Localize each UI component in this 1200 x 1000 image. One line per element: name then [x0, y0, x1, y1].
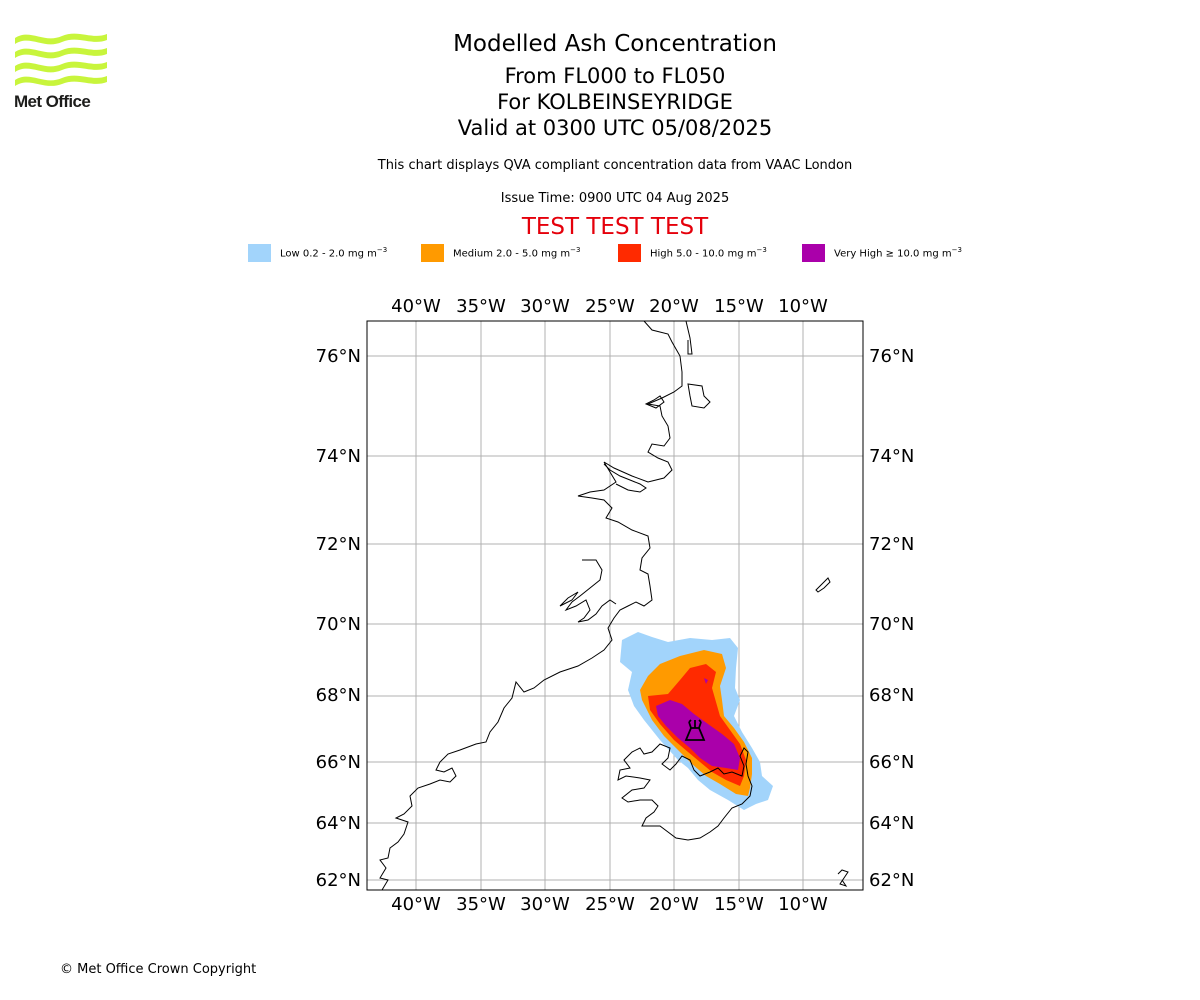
flight-level-range: From FL000 to FL050 [504, 64, 726, 88]
greenland-fjord-4 [564, 559, 617, 623]
legend-label-high: High 5.0 - 10.0 mg m−3 [650, 246, 767, 260]
shannon-island [687, 383, 711, 409]
legend-label-medium: Medium 2.0 - 5.0 mg m−3 [453, 246, 581, 260]
valid-time: Valid at 0300 UTC 05/08/2025 [457, 116, 773, 140]
lat-labels-right: 76°N 74°N 72°N 70°N 68°N 66°N 64°N 62°N [869, 346, 914, 891]
lon-label-35w-top: 35°W [456, 296, 506, 317]
lat-label-62n-left: 62°N [316, 870, 361, 891]
test-banner: TEST TEST TEST [521, 214, 709, 240]
met-office-logo: Met Office [14, 30, 109, 112]
lat-label-66n-right: 66°N [869, 752, 914, 773]
issue-time: Issue Time: 0900 UTC 04 Aug 2025 [500, 191, 730, 206]
lon-label-40w-top: 40°W [391, 296, 441, 317]
graticule [367, 321, 863, 890]
lat-label-74n-left: 74°N [316, 446, 361, 467]
volcano-name: For KOLBEINSEYRIDGE [497, 90, 733, 114]
lat-label-76n-left: 76°N [316, 346, 361, 367]
lat-label-70n-right: 70°N [869, 614, 914, 635]
faroe-islands [837, 869, 849, 887]
lat-label-70n-left: 70°N [316, 614, 361, 635]
lat-label-72n-left: 72°N [316, 534, 361, 555]
lon-label-20w-bottom: 20°W [649, 894, 699, 915]
volcano-icon [684, 719, 706, 741]
ash-very-high-area [656, 700, 740, 770]
greenland-fjord-3 [603, 463, 647, 493]
greenland-fjord-5 [559, 591, 579, 607]
lat-label-64n-right: 64°N [869, 813, 914, 834]
legend-swatch-medium [421, 244, 444, 262]
lon-label-10w-bottom: 10°W [778, 894, 828, 915]
ash-plume [620, 632, 773, 810]
lon-label-15w-bottom: 15°W [714, 894, 764, 915]
legend-label-very-high: Very High ≥ 10.0 mg m−3 [834, 246, 962, 260]
lat-label-68n-right: 68°N [869, 685, 914, 706]
map-frame [366, 320, 864, 891]
lon-label-30w-top: 30°W [520, 296, 570, 317]
iceland-coastline [617, 743, 753, 841]
greenland-coastline [379, 321, 683, 890]
legend-swatch-high [618, 244, 641, 262]
copyright-notice: © Met Office Crown Copyright [60, 962, 257, 977]
lon-label-35w-bottom: 35°W [456, 894, 506, 915]
lat-label-62n-right: 62°N [869, 870, 914, 891]
lon-label-20w-top: 20°W [649, 296, 699, 317]
coastlines [379, 321, 849, 890]
legend-swatch-low [248, 244, 271, 262]
lon-label-25w-top: 25°W [585, 296, 635, 317]
concentration-legend: Low 0.2 - 2.0 mg m−3 Medium 2.0 - 5.0 mg… [0, 244, 1200, 264]
legend-swatch-very-high [802, 244, 825, 262]
greenland-fjord-2 [644, 395, 665, 409]
met-office-logo-text: Met Office [14, 92, 91, 111]
lat-label-64n-left: 64°N [316, 813, 361, 834]
ash-very-high-spot [704, 678, 708, 684]
chart-subtitle: This chart displays QVA compliant concen… [377, 158, 853, 173]
lon-label-10w-top: 10°W [778, 296, 828, 317]
lat-label-72n-right: 72°N [869, 534, 914, 555]
lat-label-66n-left: 66°N [316, 752, 361, 773]
lat-label-76n-right: 76°N [869, 346, 914, 367]
lon-labels-top: 40°W 35°W 30°W 25°W 20°W 15°W 10°W [391, 296, 828, 317]
legend-label-low: Low 0.2 - 2.0 mg m−3 [280, 246, 388, 260]
lat-label-68n-left: 68°N [316, 685, 361, 706]
lat-labels-left: 76°N 74°N 72°N 70°N 68°N 66°N 64°N 62°N [316, 346, 361, 891]
chart-title: Modelled Ash Concentration [453, 31, 777, 57]
lat-label-74n-right: 74°N [869, 446, 914, 467]
lon-label-15w-top: 15°W [714, 296, 764, 317]
lon-label-30w-bottom: 30°W [520, 894, 570, 915]
lon-labels-bottom: 40°W 35°W 30°W 25°W 20°W 15°W 10°W [391, 894, 828, 915]
met-office-wave-icon [15, 33, 107, 86]
greenland-fjord-1 [685, 321, 693, 355]
lon-label-25w-bottom: 25°W [585, 894, 635, 915]
lon-label-40w-bottom: 40°W [391, 894, 441, 915]
jan-mayen [815, 577, 831, 593]
